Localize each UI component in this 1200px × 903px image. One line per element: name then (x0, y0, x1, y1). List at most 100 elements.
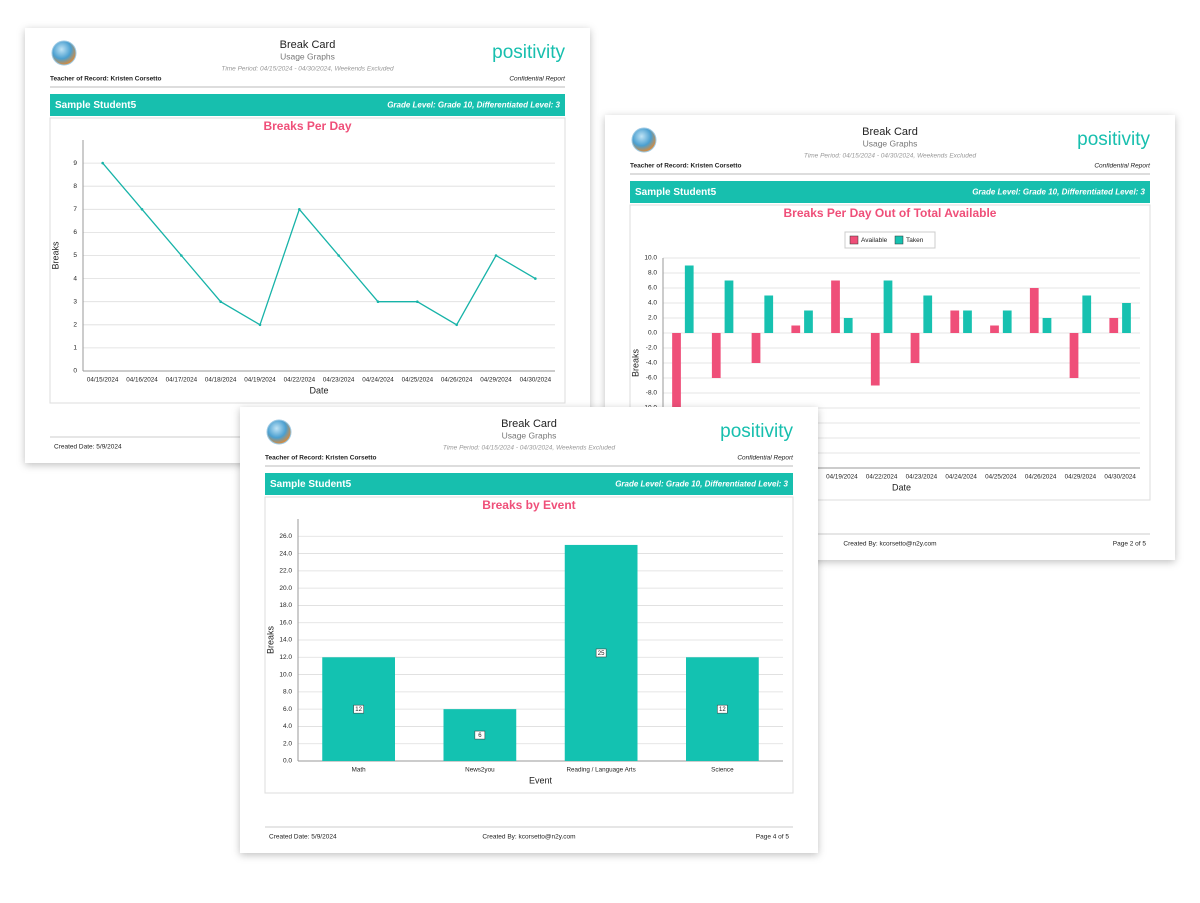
footer-center: Created By: kcorsetto@n2y.com (482, 834, 575, 841)
bar (883, 280, 893, 333)
y-tick-label: 24.0 (279, 550, 292, 557)
report-subtitle: Usage Graphs (280, 51, 335, 61)
legend-swatch (894, 235, 904, 245)
bar (1002, 310, 1012, 333)
value-label-box (717, 704, 728, 714)
y-tick-label: 10.0 (644, 255, 657, 262)
x-tick-label: 04/29/2024 (480, 377, 512, 384)
student-name: Sample Student5 (635, 187, 717, 198)
data-point (219, 300, 222, 304)
y-tick-label: 5 (73, 252, 77, 259)
student-name: Sample Student5 (270, 479, 352, 490)
y-tick-label: 6.0 (283, 706, 292, 713)
data-point (416, 300, 419, 304)
x-tick-label: 04/30/2024 (1104, 474, 1136, 481)
chart-frame (264, 496, 794, 794)
x-axis-title: Event (529, 775, 553, 785)
n2y-logo (51, 40, 77, 66)
teacher: Teacher of Record: Kristen Corsetto (265, 455, 377, 462)
bar (1042, 318, 1052, 333)
footer-left: Created Date: 5/9/2024 (269, 834, 337, 841)
legend-swatch (849, 235, 859, 245)
y-tick-label: -4.0 (646, 360, 658, 367)
bar (990, 325, 999, 333)
chart-frame (49, 117, 566, 404)
bar (1122, 303, 1131, 333)
y-tick-label: 0 (73, 368, 77, 375)
x-tick-label: 04/25/2024 (985, 474, 1017, 481)
data-point (101, 161, 104, 165)
y-tick-label: 0.0 (283, 758, 292, 765)
y-tick-label: 26.0 (279, 533, 292, 540)
time-period: Time Period: 04/15/2024 - 04/30/2024, We… (443, 445, 616, 452)
y-tick-label: -6.0 (646, 375, 658, 382)
x-tick-label: 04/15/2024 (87, 377, 119, 384)
y-tick-label: 18.0 (279, 602, 292, 609)
legend-label: Available (861, 237, 888, 244)
grade-level: Grade Level: Grade 10, Differentiated Le… (972, 188, 1145, 197)
legend: Available Taken (844, 231, 936, 249)
data-point (140, 208, 144, 211)
report-subtitle: Usage Graphs (863, 138, 918, 148)
y-tick-label: 6 (73, 229, 77, 236)
x-tick-label: 04/22/2024 (284, 377, 316, 384)
y-tick-label: 3 (73, 298, 77, 305)
bar (684, 265, 694, 333)
y-axis-title: Breaks (50, 241, 60, 270)
footer-right: Page 4 of 5 (756, 834, 790, 841)
grade-level: Grade Level: Grade 10, Differentiated Le… (387, 101, 560, 110)
y-tick-label: 22.0 (279, 568, 292, 575)
y-tick-label: 12.0 (279, 654, 292, 661)
data-point (534, 277, 537, 280)
x-tick-label: 04/19/2024 (244, 377, 276, 384)
report-type: Confidential Report (737, 455, 794, 462)
bar (831, 280, 840, 333)
data-point (180, 254, 183, 257)
bar (1069, 333, 1079, 378)
data-line (102, 162, 536, 326)
y-tick-label: 8.0 (283, 689, 292, 696)
bar (764, 295, 774, 333)
x-tick-label: 04/19/2024 (826, 474, 858, 481)
y-tick-label: 8.0 (648, 270, 657, 277)
x-tick-label: 04/22/2024 (866, 474, 898, 481)
footer-center: Created By: kcorsetto@n2y.com (843, 541, 936, 548)
value-label-box (474, 730, 486, 740)
value-label: 6 (478, 733, 482, 739)
bar (870, 333, 880, 386)
x-tick-label: 04/24/2024 (362, 377, 394, 384)
student-band (265, 473, 793, 495)
n2y-logo (631, 127, 657, 153)
x-tick-label: 04/30/2024 (520, 377, 552, 384)
bar (923, 295, 933, 333)
x-tick-label: 04/26/2024 (1025, 474, 1057, 481)
brand-logo: positivity (720, 421, 793, 442)
bar (724, 280, 734, 333)
bar (791, 325, 801, 333)
x-tick-label: 04/23/2024 (906, 474, 938, 481)
data-point (455, 323, 458, 327)
y-tick-label: 8 (73, 183, 77, 190)
y-tick-label: 9 (73, 160, 77, 167)
y-tick-label: 20.0 (279, 585, 292, 592)
x-tick-label: 04/23/2024 (323, 377, 355, 384)
page-sheet (25, 28, 590, 463)
x-tick-label: News2you (465, 767, 495, 774)
student-band (50, 94, 565, 116)
chart-title: Breaks Per Day Out of Total Available (784, 206, 997, 220)
data-point (494, 254, 498, 257)
y-tick-label: 2.0 (283, 740, 292, 747)
brand-logo: positivity (492, 42, 565, 63)
grade-level: Grade Level: Grade 10, Differentiated Le… (615, 480, 788, 489)
bar (963, 310, 972, 333)
report-subtitle: Usage Graphs (502, 430, 557, 440)
y-tick-label: 6.0 (648, 285, 657, 292)
y-tick-label: 4.0 (648, 300, 657, 307)
report-type: Confidential Report (1094, 163, 1151, 170)
value-label: 25 (598, 651, 605, 657)
legend-label: Taken (906, 237, 924, 244)
report-type: Confidential Report (509, 76, 566, 83)
value-label-box (353, 704, 364, 714)
